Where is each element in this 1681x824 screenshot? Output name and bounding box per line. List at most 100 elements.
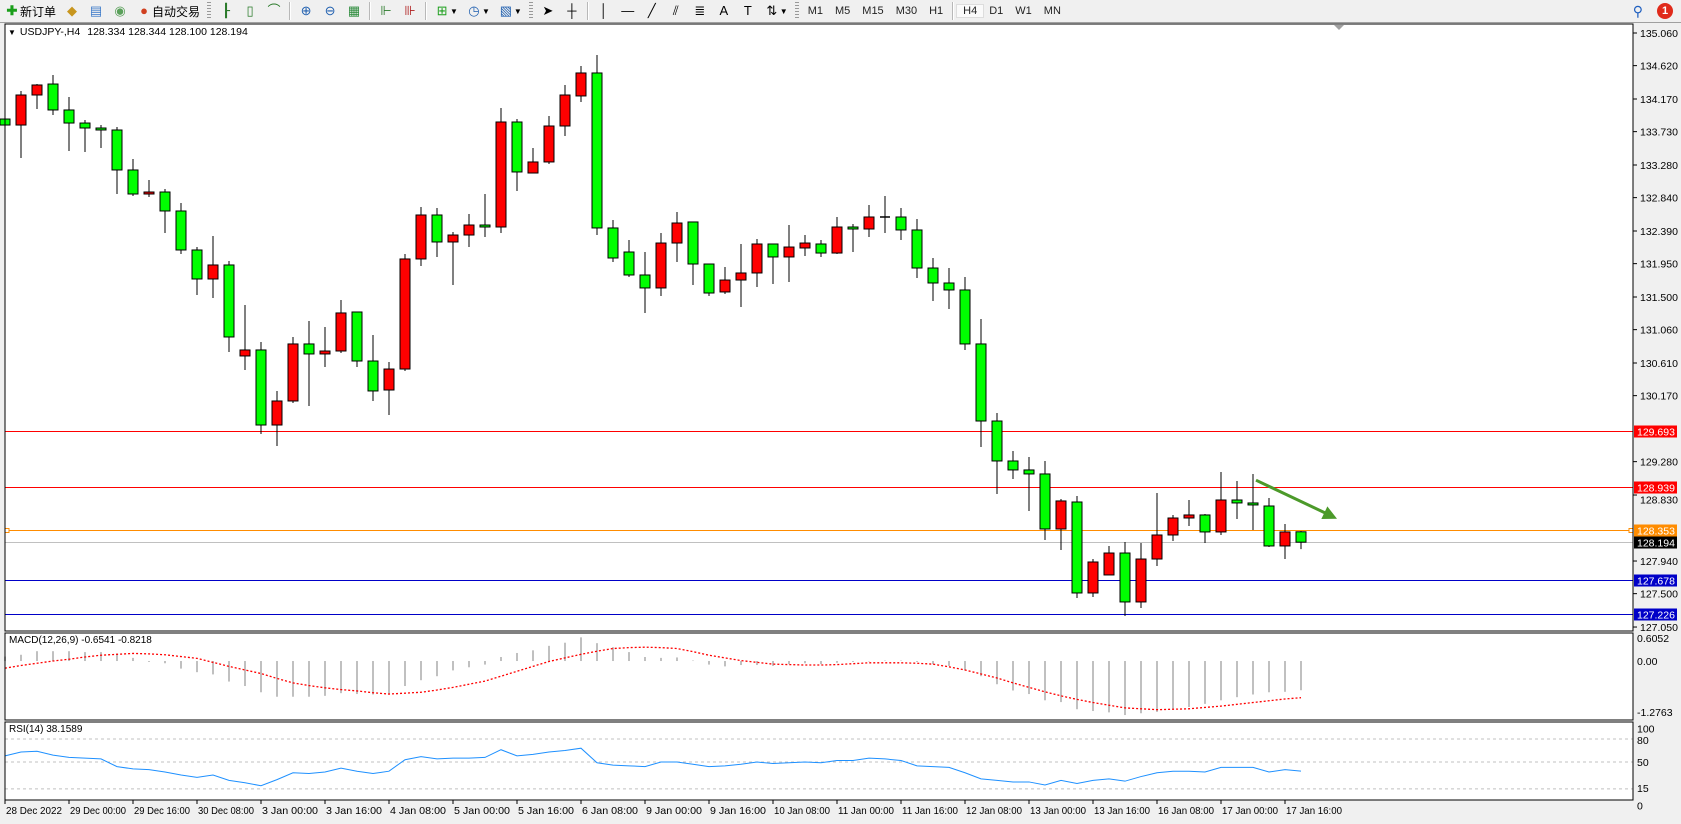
timeframe-d1[interactable]: D1 <box>989 5 1004 17</box>
candle <box>191 247 203 296</box>
periods-button[interactable]: ◷ ▼ <box>463 1 493 21</box>
new-order-button[interactable]: ✚ 新订单 <box>1 1 59 21</box>
time-label: 17 Jan 00:00 <box>1222 805 1278 817</box>
autoscroll-button[interactable]: ⊪ <box>399 1 421 21</box>
candle <box>175 202 187 254</box>
price-level-label: 127.678 <box>1637 576 1675 588</box>
candle <box>831 216 843 254</box>
chart-shift-marker[interactable] <box>1334 25 1344 30</box>
candle <box>143 179 155 197</box>
chart-shift-button[interactable]: ⊩ <box>375 1 397 21</box>
time-label: 29 Dec 16:00 <box>134 805 190 817</box>
trendline-button[interactable]: ╱ <box>641 1 663 21</box>
search-icon[interactable]: ⚲ <box>1632 2 1643 19</box>
candlestick-button[interactable]: ▯ <box>239 1 261 21</box>
time-axis: 28 Dec 2022 29 Dec 00:00 29 Dec 16:00 30 De… <box>4 800 1342 817</box>
candle <box>1199 514 1211 543</box>
timeframe-m1[interactable]: M1 <box>807 5 823 17</box>
candle <box>991 412 1003 494</box>
candle-body <box>111 129 123 171</box>
notifications-badge[interactable]: 1 <box>1657 3 1673 19</box>
arrow-shaft[interactable] <box>1255 478 1330 517</box>
candle-body <box>559 94 571 127</box>
fibonacci-button[interactable]: ≣ <box>689 1 711 21</box>
candle <box>575 66 587 102</box>
candle-body <box>143 191 155 195</box>
candle <box>447 231 459 285</box>
timeframe-w1[interactable]: W1 <box>1015 5 1032 17</box>
price-level-badge <box>1634 608 1677 621</box>
text-label-button[interactable]: T <box>737 1 759 21</box>
zoom-out-button[interactable]: ⊖ <box>319 1 341 21</box>
indicators-button[interactable]: ⊞ ▼ <box>431 1 461 21</box>
market-watch-button[interactable]: ▤ <box>85 1 107 21</box>
candle <box>303 320 315 406</box>
bar-chart-icon: ┠ <box>222 3 230 18</box>
candle <box>703 263 715 296</box>
arrows-icon: ⇅ <box>766 3 778 18</box>
arrows-button[interactable]: ⇅ ▼ <box>761 1 791 21</box>
bar-chart-button[interactable]: ┠ <box>215 1 237 21</box>
candle-body <box>767 243 779 258</box>
zoom-in-icon: ⊕ <box>300 3 312 18</box>
toolbar-grip[interactable] <box>794 2 799 20</box>
candle <box>527 148 539 174</box>
candle-body <box>287 343 299 402</box>
timeframe-mn[interactable]: MN <box>1043 5 1061 17</box>
candle <box>1215 471 1227 535</box>
timeframe-m30[interactable]: M30 <box>895 5 918 17</box>
vertical-line-button[interactable]: │ <box>593 1 615 21</box>
timeframe-m15[interactable]: M15 <box>862 5 884 17</box>
toolbar-grip[interactable] <box>207 2 212 20</box>
candle-body <box>639 274 651 289</box>
horizontal-levels <box>4 431 1634 615</box>
candle-body <box>1007 460 1019 471</box>
tile-windows-button[interactable]: ▦ <box>343 1 365 21</box>
line-chart-button[interactable]: ⌒ <box>263 1 285 21</box>
autoscroll-icon: ⊪ <box>404 3 416 18</box>
horizontal-line-button[interactable]: — <box>617 1 639 21</box>
macd-tick-label: 0.00 <box>1637 656 1658 668</box>
toolbar-grip[interactable] <box>528 2 533 20</box>
crosshair-button[interactable]: ┼ <box>561 1 583 21</box>
equidistant-channel-button[interactable]: ⫽ <box>665 1 687 21</box>
candle <box>655 233 667 296</box>
candle <box>351 311 363 368</box>
price-level-badge <box>1634 425 1677 438</box>
signals-button[interactable]: ◉ <box>109 1 131 21</box>
text-button[interactable]: A <box>713 1 735 21</box>
candle <box>1295 531 1307 550</box>
level-handle[interactable] <box>4 528 10 533</box>
zoom-in-button[interactable]: ⊕ <box>295 1 317 21</box>
auto-trading-button[interactable]: ● 自动交易 <box>133 1 203 21</box>
timeframe-m5[interactable]: M5 <box>835 5 851 17</box>
candle <box>255 342 267 434</box>
time-label: 5 Jan 16:00 <box>518 805 574 817</box>
candle <box>591 55 603 236</box>
candle <box>767 243 779 285</box>
candle <box>1151 493 1163 566</box>
experts-button[interactable]: ◆ <box>61 1 83 21</box>
trend-arrow[interactable] <box>1255 478 1337 520</box>
timeframe-h1[interactable]: H1 <box>929 5 944 17</box>
symbol-menu-icon[interactable]: ▼ <box>8 27 16 37</box>
cursor-button[interactable]: ➤ <box>537 1 559 21</box>
candle-body <box>815 243 827 254</box>
candle-body <box>191 249 203 280</box>
chart-bg <box>5 24 1633 800</box>
candle <box>95 125 107 149</box>
level-handle[interactable] <box>1628 528 1634 533</box>
templates-button[interactable]: ▧ ▼ <box>495 1 525 21</box>
timeframe-h4[interactable]: H4 <box>956 4 985 18</box>
auto-trading-label: 自动交易 <box>152 4 201 19</box>
candle-body <box>655 242 667 289</box>
price-level-badge <box>1634 524 1677 537</box>
candle <box>63 97 75 151</box>
macd-panel <box>4 637 1302 716</box>
time-label: 11 Jan 16:00 <box>902 805 958 817</box>
arrow-head-icon[interactable] <box>1321 506 1337 520</box>
time-label: 30 Dec 08:00 <box>198 805 254 817</box>
new-order-icon: ✚ <box>6 3 18 18</box>
candle-body <box>159 191 171 212</box>
